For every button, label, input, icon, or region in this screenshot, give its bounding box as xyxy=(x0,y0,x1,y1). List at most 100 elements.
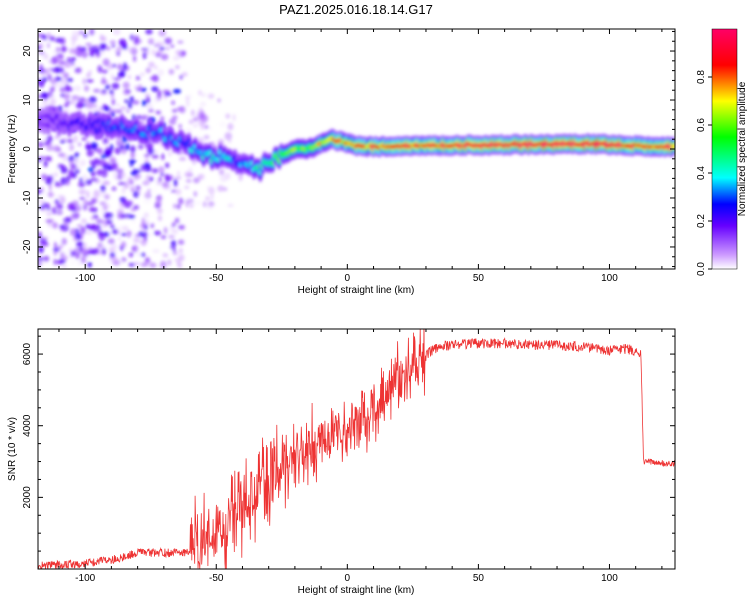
heatmap-blob xyxy=(147,188,152,193)
heatmap-blob xyxy=(111,82,120,90)
heatmap-blob xyxy=(53,145,61,153)
heatmap-blob xyxy=(204,125,210,129)
heatmap-blob xyxy=(118,39,125,46)
x-tick-label: -100 xyxy=(75,573,95,584)
heatmap-blob xyxy=(41,70,47,79)
heatmap-blob xyxy=(94,158,101,165)
heatmap-blob xyxy=(53,248,60,252)
heatmap-blob xyxy=(140,72,145,77)
heatmap-blob xyxy=(169,118,177,125)
heatmap-blob xyxy=(85,42,92,46)
heatmap-blob xyxy=(82,78,86,85)
heatmap-blob xyxy=(55,46,62,53)
heatmap-blob xyxy=(127,74,132,80)
heatmap-blob xyxy=(93,88,100,93)
heatmap-blob xyxy=(184,194,193,201)
heatmap-blob xyxy=(168,234,175,239)
heatmap-blob xyxy=(90,177,98,182)
heatmap-blob xyxy=(159,46,165,51)
heatmap-blob xyxy=(112,63,117,68)
heatmap-blob xyxy=(109,225,116,229)
heatmap-blob xyxy=(84,85,90,92)
heatmap-blob xyxy=(81,51,89,59)
heatmap-blob xyxy=(111,98,116,106)
heatmap-blob xyxy=(190,109,195,117)
heatmap-blob xyxy=(140,238,147,246)
heatmap-blob xyxy=(157,215,162,222)
heatmap-blob xyxy=(94,44,100,49)
snr-plot-area xyxy=(38,329,675,569)
heatmap-blob xyxy=(150,223,155,229)
heatmap-blob xyxy=(42,99,49,107)
heatmap-blob xyxy=(178,197,184,205)
heatmap-blob xyxy=(91,162,96,170)
heatmap-blob xyxy=(54,172,58,178)
x-tick-label: -50 xyxy=(209,573,224,584)
heatmap-blob xyxy=(217,98,221,103)
snr-ylabel: SNR (10 * v/v) xyxy=(7,417,18,481)
heatmap-blob xyxy=(100,218,105,227)
heatmap-blob xyxy=(64,180,71,186)
heatmap-blob xyxy=(116,168,124,174)
heatmap-blob xyxy=(46,135,53,144)
heatmap-blob xyxy=(48,67,53,72)
heatmap-blob xyxy=(203,135,210,140)
heatmap-blob xyxy=(155,200,163,206)
heatmap-blob xyxy=(151,187,158,195)
heatmap-blob xyxy=(113,77,121,81)
heatmap-blob xyxy=(122,43,128,51)
heatmap-blob xyxy=(91,223,97,230)
heatmap-blob xyxy=(135,185,141,191)
heatmap-blob xyxy=(144,93,151,97)
heatmap-blob xyxy=(86,103,94,110)
heatmap-blob xyxy=(142,99,147,107)
heatmap-blob xyxy=(117,46,122,51)
heatmap-blob xyxy=(79,232,84,241)
heatmap-blob xyxy=(161,181,170,188)
heatmap-blob xyxy=(224,132,233,141)
heatmap-blob xyxy=(75,169,80,174)
heatmap-blob xyxy=(61,109,70,115)
heatmap-blob xyxy=(49,87,55,93)
heatmap-blob xyxy=(46,175,54,182)
heatmap-blob xyxy=(201,92,206,98)
heatmap-blob xyxy=(48,183,52,191)
heatmap-blob xyxy=(87,167,94,172)
heatmap-blob xyxy=(47,156,52,162)
heatmap-blob xyxy=(80,247,89,255)
heatmap-blob xyxy=(192,117,199,122)
heatmap-blob xyxy=(41,173,48,181)
heatmap-blob xyxy=(169,224,175,233)
heatmap-blob xyxy=(100,243,108,250)
heatmap-blob xyxy=(128,159,137,164)
heatmap-blob xyxy=(219,120,227,128)
heatmap-blob xyxy=(123,202,130,207)
heatmap-blob xyxy=(205,196,210,201)
heatmap-blob xyxy=(71,56,76,62)
heatmap-blob xyxy=(60,244,64,249)
heatmap-blob xyxy=(85,179,93,186)
x-tick-label: 0 xyxy=(345,573,351,584)
heatmap-blob xyxy=(100,184,106,193)
heatmap-blob xyxy=(238,173,243,182)
y-tick-label: -20 xyxy=(22,239,33,254)
heatmap-blob xyxy=(145,29,153,35)
heatmap-blob xyxy=(130,145,136,154)
heatmap-blob xyxy=(151,86,159,92)
heatmap-blob xyxy=(83,33,88,38)
heatmap-blob xyxy=(160,235,167,239)
colorbar-tick-label: 0.0 xyxy=(696,262,707,276)
heatmap-blob xyxy=(49,78,58,85)
heatmap-blob xyxy=(74,152,80,158)
y-tick-label: 10 xyxy=(22,94,33,106)
heatmap-blob xyxy=(86,57,92,61)
heatmap-blob xyxy=(61,45,67,53)
heatmap-blob xyxy=(111,44,115,48)
heatmap-blob xyxy=(88,96,97,104)
heatmap-blob xyxy=(38,78,43,84)
heatmap-blob xyxy=(164,92,172,96)
heatmap-blob xyxy=(152,249,160,254)
heatmap-blob xyxy=(74,67,82,74)
heatmap-blob xyxy=(225,113,231,119)
